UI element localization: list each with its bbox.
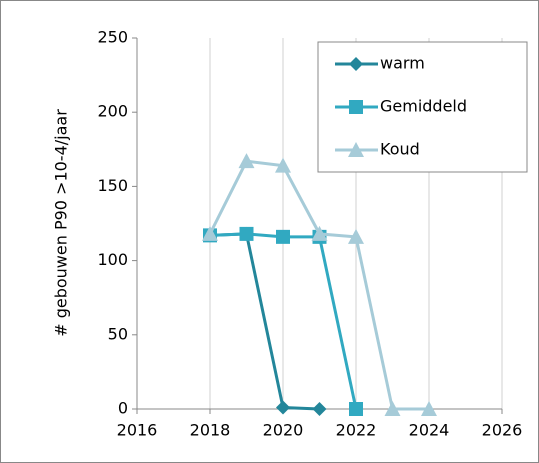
x-tick-label: 2018 bbox=[190, 421, 231, 440]
marker bbox=[238, 153, 255, 169]
y-tick-label: 150 bbox=[97, 176, 128, 195]
y-tick-label: 50 bbox=[108, 324, 128, 343]
y-tick-label: 0 bbox=[118, 399, 128, 418]
x-tick-label: 2022 bbox=[336, 421, 377, 440]
x-tick-label: 2024 bbox=[409, 421, 450, 440]
y-tick-label: 100 bbox=[97, 250, 128, 269]
marker bbox=[276, 400, 290, 415]
x-tick-label: 2016 bbox=[117, 421, 158, 440]
marker bbox=[348, 228, 364, 244]
legend-label: Koud bbox=[380, 140, 420, 159]
marker bbox=[349, 57, 363, 71]
y-tick-label: 250 bbox=[97, 28, 128, 47]
marker bbox=[384, 401, 401, 416]
marker bbox=[421, 401, 437, 416]
x-tick-label: 2020 bbox=[263, 421, 304, 440]
legend-label: Gemiddeld bbox=[380, 97, 467, 116]
marker bbox=[202, 225, 218, 241]
marker bbox=[349, 100, 363, 114]
marker bbox=[349, 402, 363, 416]
y-axis-label: # gebouwen P90 >10-4/jaar bbox=[52, 109, 71, 337]
marker bbox=[275, 157, 291, 173]
marker bbox=[239, 226, 254, 241]
legend-label: warm bbox=[380, 54, 425, 73]
marker bbox=[276, 229, 290, 244]
x-tick-label: 2026 bbox=[482, 421, 523, 440]
marker bbox=[348, 142, 364, 157]
marker bbox=[312, 402, 327, 416]
y-tick-label: 200 bbox=[97, 102, 128, 121]
marker bbox=[311, 225, 328, 241]
